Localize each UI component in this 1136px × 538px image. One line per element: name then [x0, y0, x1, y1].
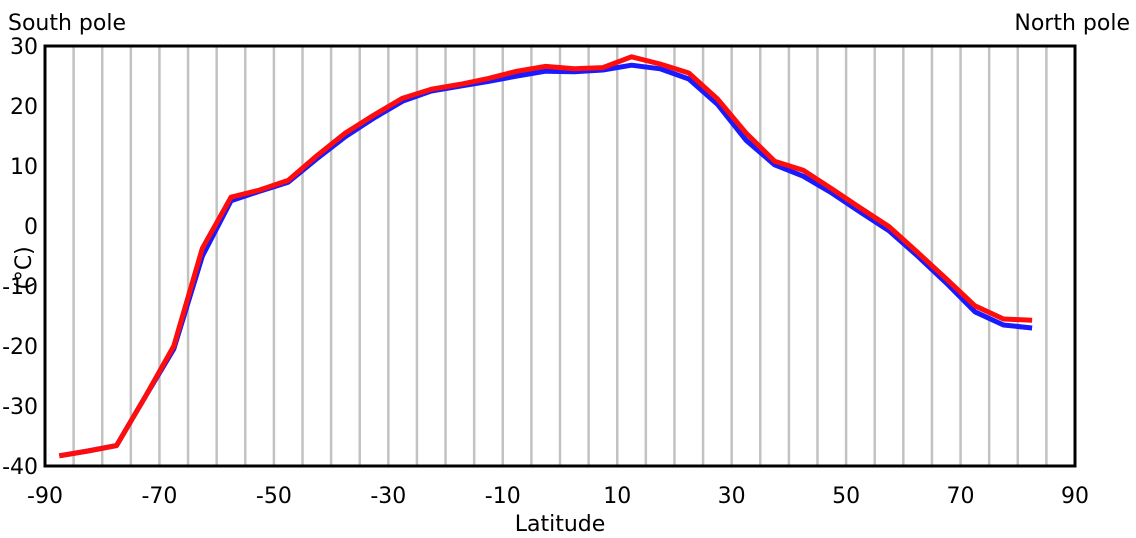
x-tick-label: 10 [603, 484, 631, 509]
x-tick-label: -90 [27, 484, 63, 509]
x-tick-label: 50 [832, 484, 860, 509]
series-lines [59, 57, 1032, 456]
y-tick-label: -30 [2, 395, 38, 420]
grid-lines [74, 46, 1047, 466]
temperature-series-line [59, 57, 1032, 456]
x-tick-label: 90 [1061, 484, 1089, 509]
x-tick-label: -10 [485, 484, 521, 509]
y-axis-label: (°C) [12, 246, 37, 290]
x-tick-label: 70 [947, 484, 975, 509]
x-tick-label: -30 [370, 484, 406, 509]
x-axis-label: Latitude [515, 512, 606, 537]
south-pole-annotation: South pole [8, 11, 126, 36]
north-pole-annotation: North pole [1014, 11, 1130, 36]
x-tick-label: 30 [718, 484, 746, 509]
x-tick-label: -70 [141, 484, 177, 509]
y-tick-label: 10 [10, 155, 38, 180]
y-tick-label: -20 [2, 335, 38, 360]
x-tick-label: -50 [256, 484, 292, 509]
y-tick-label: -40 [2, 455, 38, 480]
y-tick-label: 0 [24, 215, 38, 240]
y-tick-label: 20 [10, 95, 38, 120]
temperature-series-line [59, 65, 1032, 456]
x-tick-labels: -90 -70 -50 -30 -10 10 30 50 70 90 [27, 484, 1089, 509]
y-tick-label: 30 [10, 35, 38, 60]
